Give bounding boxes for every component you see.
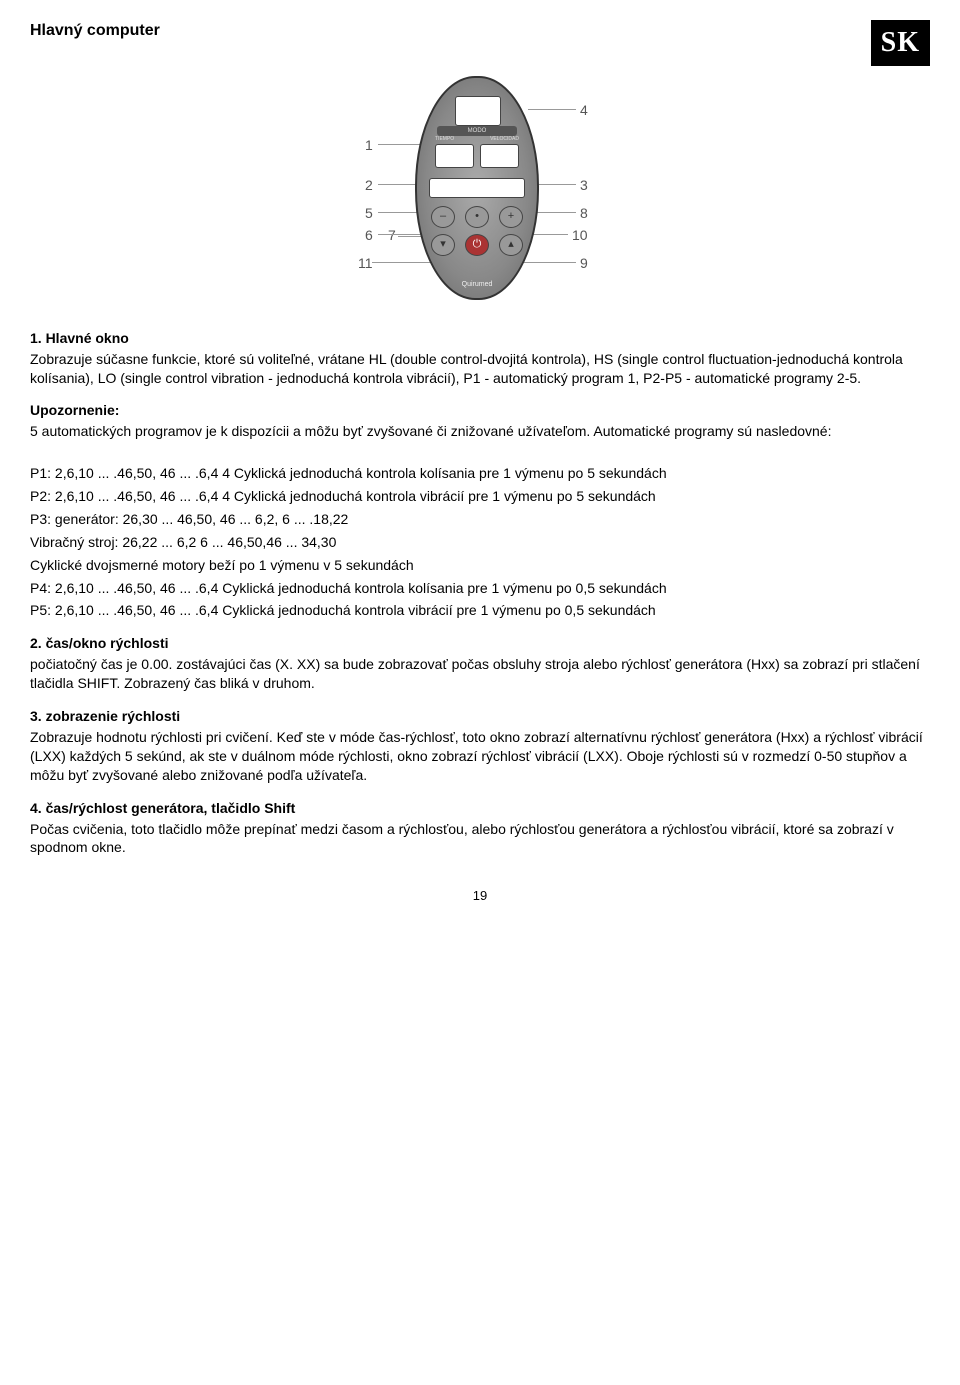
sec1-body: Zobrazuje súčasne funkcie, ktoré sú voli… xyxy=(30,350,930,388)
callout-2: 2 xyxy=(365,176,373,195)
label-velocidad: VELOCIDAD xyxy=(490,136,519,143)
callout-7: 7 xyxy=(388,226,396,245)
section-4: 4. čas/rýchlost generátora, tlačidlo Shi… xyxy=(30,799,930,858)
sec3-heading: 3. zobrazenie rýchlosti xyxy=(30,707,930,726)
button-minus-left[interactable]: – xyxy=(431,206,455,228)
program-p3: P3: generátor: 26,30 ... 46,50, 46 ... 6… xyxy=(30,510,930,529)
bar-display xyxy=(429,178,525,198)
label-tiempo: TIEMPO xyxy=(435,136,454,143)
time-display xyxy=(435,144,474,168)
button-up[interactable]: ▴ xyxy=(499,234,523,256)
sec2-heading: 2. čas/okno rýchlosti xyxy=(30,634,930,653)
callout-4: 4 xyxy=(580,101,588,120)
callout-3: 3 xyxy=(580,176,588,195)
section-1: 1. Hlavné okno Zobrazuje súčasne funkcie… xyxy=(30,329,930,621)
sec2-body: počiatočný čas je 0.00. zostávajúci čas … xyxy=(30,655,930,693)
callout-5: 5 xyxy=(365,204,373,223)
section-3: 3. zobrazenie rýchlosti Zobrazuje hodnot… xyxy=(30,707,930,785)
program-p3-line2: Vibračný stroj: 26,22 ... 6,2 6 ... 46,5… xyxy=(30,533,930,552)
button-down[interactable]: ▾ xyxy=(431,234,455,256)
warning-heading: Upozornenie: xyxy=(30,401,930,420)
language-badge: SK xyxy=(871,20,930,66)
sec4-heading: 4. čas/rýchlost generátora, tlačidlo Shi… xyxy=(30,799,930,818)
sec4-body: Počas cvičenia, toto tlačidlo môže prepí… xyxy=(30,820,930,858)
speed-display xyxy=(480,144,519,168)
program-p5: P5: 2,6,10 ... .46,50, 46 ... .6,4 Cykli… xyxy=(30,601,930,620)
program-p3-line3: Cyklické dvojsmerné motory beží po 1 vým… xyxy=(30,556,930,575)
main-display xyxy=(455,96,501,126)
diagram: 1 2 5 6 7 11 4 3 8 10 9 MODO TIEMPO VELO… xyxy=(30,76,930,311)
program-p4: P4: 2,6,10 ... .46,50, 46 ... .6,4 Cykli… xyxy=(30,579,930,598)
callout-6: 6 xyxy=(365,226,373,245)
page-title: Hlavný computer xyxy=(30,20,160,42)
button-mode[interactable]: • xyxy=(465,206,489,228)
callout-10: 10 xyxy=(572,226,588,245)
brand-label: Quirumed xyxy=(417,280,537,289)
button-plus-right[interactable]: + xyxy=(499,206,523,228)
sec3-body: Zobrazuje hodnotu rýchlosti pri cvičení.… xyxy=(30,728,930,785)
program-p2: P2: 2,6,10 ... .46,50, 46 ... .6,4 4 Cyk… xyxy=(30,487,930,506)
header: Hlavný computer SK xyxy=(30,20,930,66)
control-panel: MODO TIEMPO VELOCIDAD – • + ▾ ⏻ ▴ xyxy=(415,76,539,300)
sec1-heading: 1. Hlavné okno xyxy=(30,329,930,348)
label-modo: MODO xyxy=(437,126,517,136)
callout-11: 11 xyxy=(358,254,373,273)
callout-1: 1 xyxy=(365,136,373,155)
warning-body: 5 automatických programov je k dispozíci… xyxy=(30,422,930,441)
page-number: 19 xyxy=(30,887,930,905)
callout-8: 8 xyxy=(580,204,588,223)
button-power[interactable]: ⏻ xyxy=(465,234,489,256)
section-2: 2. čas/okno rýchlosti počiatočný čas je … xyxy=(30,634,930,693)
program-p1: P1: 2,6,10 ... .46,50, 46 ... .6,4 4 Cyk… xyxy=(30,464,930,483)
callout-9: 9 xyxy=(580,254,588,273)
